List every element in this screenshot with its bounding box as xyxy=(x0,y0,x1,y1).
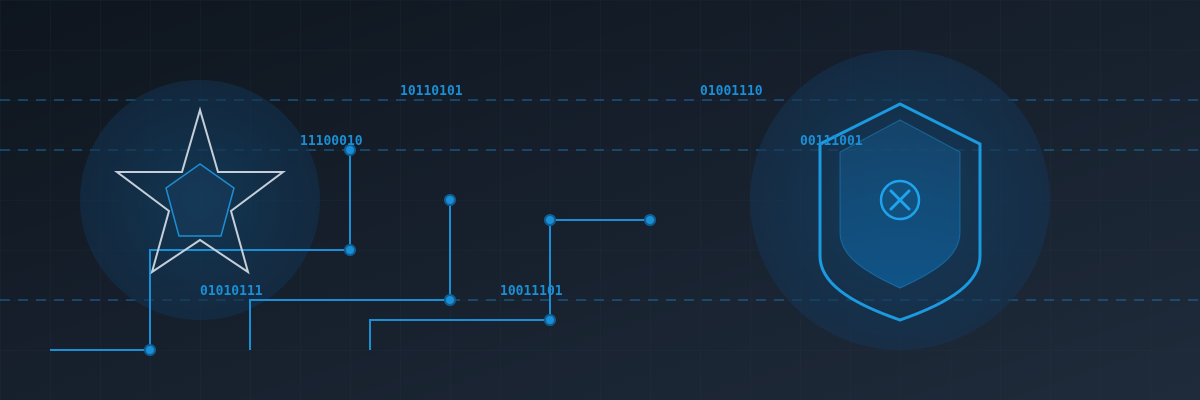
node xyxy=(344,144,356,156)
node xyxy=(144,344,156,356)
trace-2 xyxy=(249,200,451,350)
binary-label: 11100010 xyxy=(300,134,363,149)
node xyxy=(344,244,356,256)
node xyxy=(544,214,556,226)
binary-label: 10011101 xyxy=(500,284,563,299)
circuit-nodes xyxy=(144,144,656,356)
star-icon xyxy=(114,106,286,275)
binary-label: 00111001 xyxy=(800,134,863,149)
trace-1 xyxy=(50,150,351,351)
shield-icon xyxy=(818,102,982,322)
node xyxy=(644,214,656,226)
binary-label: 01001110 xyxy=(700,84,763,99)
node xyxy=(444,294,456,306)
node xyxy=(444,194,456,206)
binary-label: 01010111 xyxy=(200,284,263,299)
binary-label: 10110101 xyxy=(400,84,463,99)
close-x-icon xyxy=(879,179,921,221)
node xyxy=(544,314,556,326)
